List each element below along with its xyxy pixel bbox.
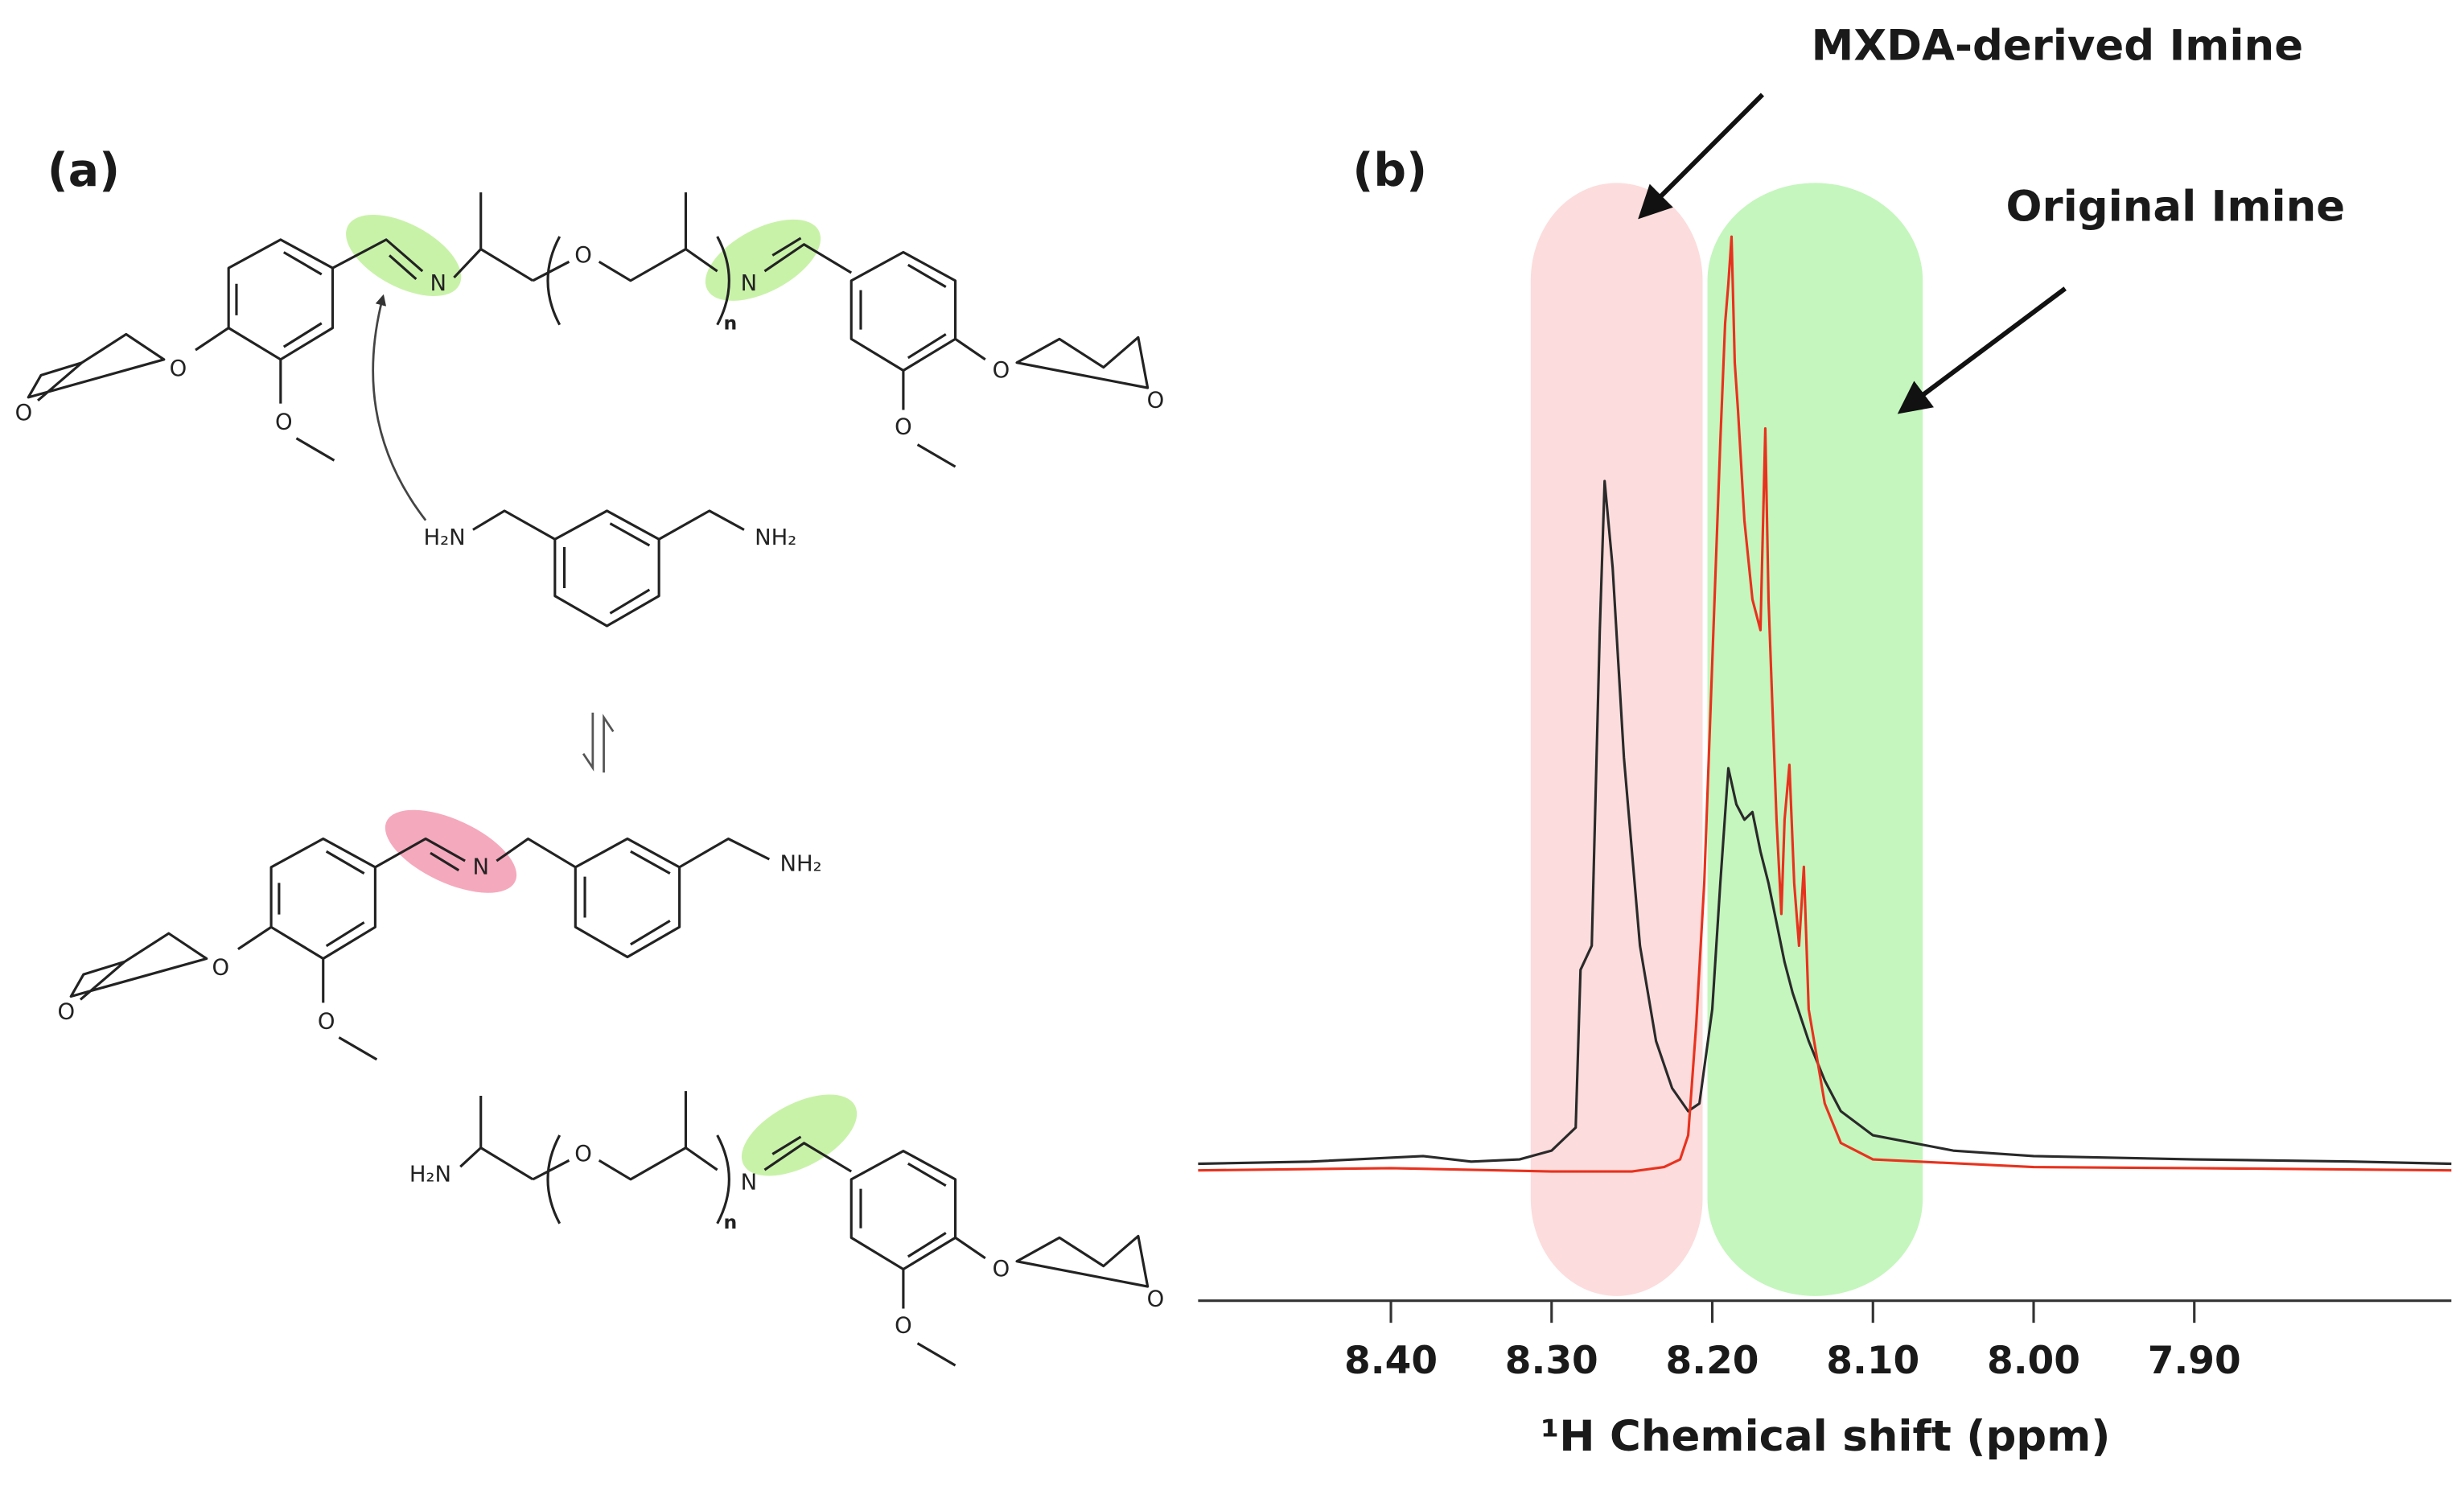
highlight-band — [1530, 183, 1703, 1296]
spectrum-line — [1198, 480, 2452, 1166]
atom-label: N — [741, 271, 758, 296]
nmr-plot: 8.40 8.30 8.20 8.10 8.00 7.90 — [1198, 183, 2452, 1383]
panel-label: (a) — [47, 144, 120, 197]
x-tick-label: 8.20 — [1666, 1339, 1759, 1383]
bond — [763, 1135, 1150, 1367]
atom-label: N — [430, 271, 447, 296]
atom-label: O — [993, 1257, 1010, 1282]
atom-label: O — [574, 1142, 592, 1167]
atom-label: O — [170, 356, 187, 381]
atom-label: O — [895, 1314, 912, 1339]
atom-label: O — [1147, 1286, 1165, 1311]
molecule-fragment — [532, 192, 730, 326]
atom-label: O — [574, 243, 592, 268]
atom-label: O — [15, 401, 33, 426]
x-tick-label: 8.00 — [1987, 1339, 2080, 1383]
atom-label: O — [318, 1009, 335, 1034]
atom-label: N — [472, 854, 489, 879]
bond — [532, 1091, 730, 1225]
x-tick-label: 8.10 — [1826, 1339, 1919, 1383]
annotation-arrow — [1897, 286, 2067, 414]
atom-label: O — [895, 415, 912, 440]
atom-label: N — [741, 1170, 758, 1195]
atom-label: n — [724, 312, 738, 335]
molecule-fragment — [763, 237, 1150, 468]
imine-highlight — [385, 809, 517, 893]
molecule-fragment — [69, 837, 378, 1061]
imine-highlight — [705, 219, 821, 301]
bond — [374, 837, 771, 959]
annotation: Original Imine — [2006, 182, 2346, 231]
molecule-fragment — [532, 1091, 1150, 1367]
equilibrium-arrow — [582, 712, 615, 773]
spectrum-line — [1198, 235, 2452, 1173]
atom-label: H₂N — [409, 1162, 451, 1187]
bond — [27, 238, 335, 462]
highlight-band — [1707, 183, 1923, 1296]
imine-highlight — [741, 1094, 858, 1176]
x-axis-label: ¹H Chemical shift (ppm) — [1541, 1412, 2110, 1461]
molecule-fragment — [27, 238, 335, 462]
annotation: MXDA-derived Imine — [1812, 21, 2303, 70]
bond — [331, 192, 534, 282]
atom-label: O — [58, 1000, 76, 1025]
bond — [459, 1095, 534, 1181]
reaction-arrow — [372, 294, 427, 521]
bond — [532, 192, 730, 326]
annotation-arrow — [1638, 93, 1765, 220]
atom-label: H₂N — [424, 525, 466, 550]
atom-label: O — [1147, 388, 1165, 413]
x-tick-label: 8.40 — [1344, 1339, 1438, 1383]
atom-label: n — [724, 1211, 738, 1233]
atom-label: O — [993, 358, 1010, 383]
bond — [69, 837, 378, 1061]
atom-labels: O O O N O n N O O O H₂N NH₂ O O O N NH₂ … — [15, 243, 1165, 1339]
bond — [472, 509, 745, 628]
atom-label: O — [275, 410, 293, 435]
atom-label: NH₂ — [755, 525, 796, 550]
bond — [763, 237, 1150, 468]
atom-label: O — [212, 956, 230, 981]
x-tick-label: 7.90 — [2148, 1339, 2241, 1383]
atom-label: NH₂ — [780, 851, 821, 876]
x-tick-label: 8.30 — [1505, 1339, 1598, 1383]
panel-label: (b) — [1352, 144, 1427, 197]
